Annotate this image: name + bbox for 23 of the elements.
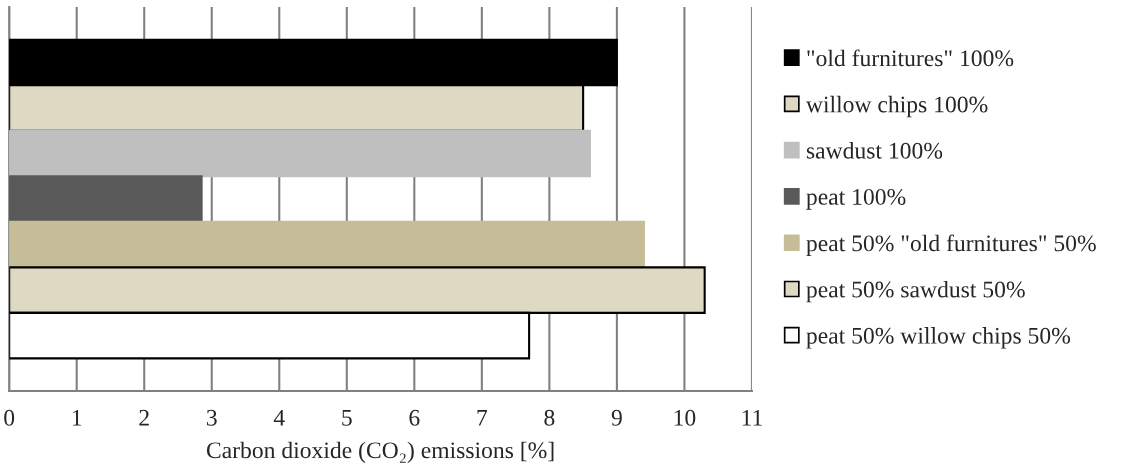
bar <box>9 220 645 269</box>
x-tick-label: 8 <box>544 409 555 426</box>
x-tick-label: 10 <box>674 409 696 426</box>
legend-label: peat 50% sawdust 50% <box>806 280 1025 303</box>
x-tick-label: 1 <box>72 409 82 426</box>
x-tick-label: 11 <box>742 409 762 426</box>
x-tick-label: 5 <box>342 410 352 426</box>
legend-label: peat 50% "old furnitures" 50% <box>806 234 1096 257</box>
x-axis-title: Carbon dioxide (CO₂) emissions [%] <box>206 441 554 464</box>
bar <box>9 129 591 178</box>
bar <box>9 175 203 223</box>
legend-label: peat 50% willow chips 50% <box>806 327 1071 349</box>
legend-label: "old furnitures" 100% <box>807 49 1014 67</box>
x-tick-label: 9 <box>611 409 622 426</box>
legend-label: willow chips 100% <box>805 95 988 118</box>
x-tick-label: 0 <box>4 409 15 426</box>
x-tick-label: 4 <box>273 409 285 426</box>
legend-label: sawdust 100% <box>806 142 943 159</box>
x-tick-label: 2 <box>139 409 149 426</box>
x-tick-label: 7 <box>477 410 488 426</box>
x-tick-label: 3 <box>206 409 217 426</box>
legend-label: peat 100% <box>806 188 906 210</box>
x-tick-label: 6 <box>409 409 420 426</box>
